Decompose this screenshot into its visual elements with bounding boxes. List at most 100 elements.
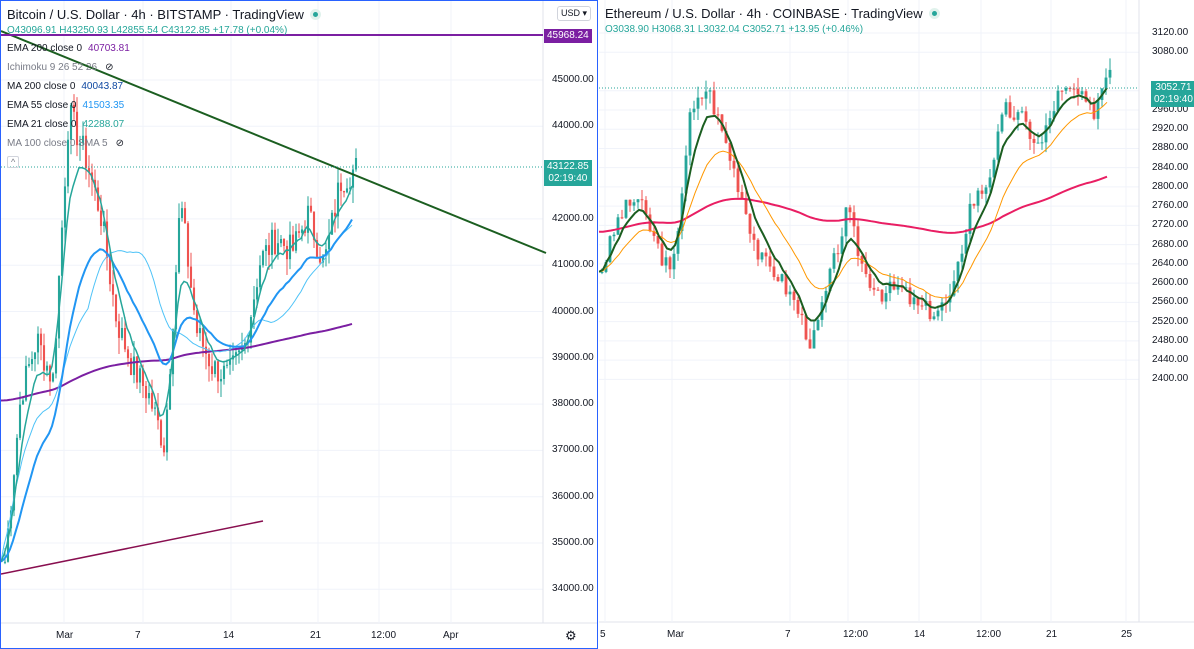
btc-change: +17.78 (+0.04%) xyxy=(212,25,288,36)
eth-chart-pane[interactable]: Ethereum / U.S. Dollar · 4h · COINBASE ·… xyxy=(599,0,1194,649)
candle-body xyxy=(716,114,720,116)
price-axis-label: 2720.00 xyxy=(1152,219,1189,231)
candle-body xyxy=(784,274,788,295)
candle-body xyxy=(1020,111,1024,113)
candle-body xyxy=(1040,142,1044,144)
indicator-ichimoku[interactable]: Ichimoku 9 26 52 26 ⊘ xyxy=(7,62,113,73)
candle-body xyxy=(60,227,64,276)
candle-body xyxy=(252,299,256,318)
btc-chart-canvas[interactable] xyxy=(1,1,598,649)
eth-high: H3068.31 xyxy=(651,24,696,35)
candle-body xyxy=(276,243,280,255)
candle-body xyxy=(1052,111,1056,119)
indicator-ema55[interactable]: EMA 55 close 0 41503.35 xyxy=(7,100,124,111)
candle-body xyxy=(908,287,912,305)
price-axis-label: 2760.00 xyxy=(1152,200,1189,212)
collapse-legend-icon[interactable]: ^ xyxy=(7,156,20,168)
price-axis-label: 2600.00 xyxy=(1152,277,1189,289)
candle-body xyxy=(333,212,337,217)
candle-body xyxy=(306,205,310,233)
time-axis-label: 21 xyxy=(1046,629,1058,640)
time-axis-label: 5 xyxy=(600,629,606,640)
candle-body xyxy=(828,268,832,291)
eth-ema55-line xyxy=(599,101,1108,299)
candle-body xyxy=(111,284,115,295)
price-axis-label: 2840.00 xyxy=(1152,161,1189,173)
btc-high: H43250.93 xyxy=(59,25,109,36)
candle-body xyxy=(204,346,208,355)
indicator-ma200[interactable]: MA 200 close 0 40043.87 xyxy=(7,81,123,92)
candle-body xyxy=(117,321,121,338)
candle-body xyxy=(99,210,103,227)
candle-body xyxy=(696,97,700,109)
price-axis-label: 2520.00 xyxy=(1152,315,1189,327)
candle-body xyxy=(24,365,28,401)
candle-body xyxy=(688,112,692,156)
candle-body xyxy=(872,287,876,290)
currency-selector[interactable]: USD ▾ xyxy=(557,6,592,21)
candle-body xyxy=(135,356,139,383)
candle-body xyxy=(668,257,672,270)
candle-body xyxy=(195,310,199,334)
candle-body xyxy=(273,229,277,255)
btc-chart-pane[interactable]: Bitcoin / U.S. Dollar · 4h · BITSTAMP · … xyxy=(0,0,598,649)
candle-body xyxy=(636,199,640,203)
candle-body xyxy=(804,315,808,340)
candle-body xyxy=(760,252,764,260)
eye-off-icon[interactable]: ⊘ xyxy=(105,62,114,73)
candle-body xyxy=(339,182,343,192)
candle-body xyxy=(888,281,892,294)
candle-body xyxy=(321,255,325,263)
candle-body xyxy=(216,361,220,382)
market-status-icon xyxy=(309,9,321,20)
candle-body xyxy=(315,240,319,257)
candle-body xyxy=(264,245,268,252)
indicator-ema200[interactable]: EMA 200 close 0 40703.81 xyxy=(7,43,130,54)
candle-body xyxy=(964,233,968,254)
eth-chart-canvas[interactable] xyxy=(599,0,1194,649)
candle-body xyxy=(240,348,244,351)
time-axis-label: 12:00 xyxy=(843,629,869,640)
candle-body xyxy=(210,366,214,375)
candle-body xyxy=(33,352,37,360)
price-axis-label: 3120.00 xyxy=(1152,27,1189,38)
candle-body xyxy=(309,205,313,212)
candle-body xyxy=(600,271,604,273)
candle-body xyxy=(1008,102,1012,118)
time-axis-label: 14 xyxy=(223,630,235,641)
indicator-ema21[interactable]: EMA 21 close 0 42288.07 xyxy=(7,119,124,130)
candle-body xyxy=(354,158,358,170)
candle-body xyxy=(351,169,355,188)
candle-body xyxy=(656,235,660,244)
candle-body xyxy=(180,208,184,219)
indicator-label: MA 200 close 0 xyxy=(7,81,76,92)
candle-body xyxy=(1072,88,1076,90)
candle-body xyxy=(608,236,612,263)
eth-close: C3052.71 xyxy=(742,24,786,35)
candle-body xyxy=(114,294,118,322)
candle-body xyxy=(676,231,680,254)
eth-last-price: 3052.71 xyxy=(1155,82,1192,93)
candle-body xyxy=(174,272,178,330)
candle-body xyxy=(192,287,196,311)
candle-body xyxy=(640,199,644,201)
candle-body xyxy=(72,104,76,112)
candle-body xyxy=(884,293,888,302)
candle-body xyxy=(1004,102,1008,115)
settings-gear-icon[interactable]: ⚙ xyxy=(565,628,577,643)
candle-body xyxy=(342,191,346,193)
btc-symbol-title[interactable]: Bitcoin / U.S. Dollar · 4h · BITSTAMP · … xyxy=(7,7,321,22)
indicator-ma100[interactable]: MA 100 close 0 SMA 5 ⊘ xyxy=(7,138,124,149)
candle-body xyxy=(336,182,340,217)
candle-body xyxy=(165,409,169,453)
candle-body xyxy=(258,265,262,288)
eth-symbol-title[interactable]: Ethereum / U.S. Dollar · 4h · COINBASE ·… xyxy=(605,6,940,21)
candle-body xyxy=(270,229,274,255)
time-axis-label: 7 xyxy=(135,630,141,641)
candle-body xyxy=(255,287,259,300)
ichimoku-price-tag: 45968.24 xyxy=(544,29,592,43)
candle-body xyxy=(1016,112,1020,120)
eye-off-icon[interactable]: ⊘ xyxy=(115,138,125,149)
time-axis-label: Mar xyxy=(56,630,74,641)
btc-ohlc-legend: O43096.91 H43250.93 L42855.54 C43122.85 … xyxy=(7,25,287,36)
